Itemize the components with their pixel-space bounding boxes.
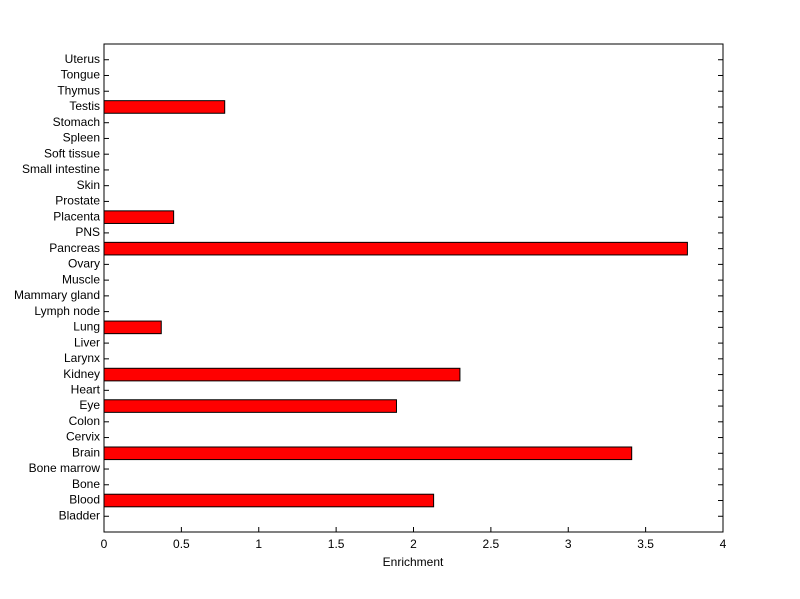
- y-tick-label: Soft tissue: [44, 146, 100, 160]
- y-tick-label: Colon: [69, 414, 100, 428]
- y-tick-label: Prostate: [55, 194, 100, 208]
- y-tick-label: Stomach: [53, 115, 100, 129]
- y-tick-label: Lung: [73, 320, 100, 334]
- y-tick-label: Heart: [71, 382, 101, 396]
- bar: [103, 399, 397, 413]
- y-tick-label: Liver: [74, 335, 100, 349]
- y-tick-label: Uterus: [65, 52, 100, 66]
- x-tick-label: 4: [720, 537, 727, 551]
- y-tick-label: PNS: [75, 225, 100, 239]
- y-tick-label: Pancreas: [49, 241, 100, 255]
- y-tick-label: Testis: [69, 99, 100, 113]
- y-tick-label: Placenta: [53, 209, 100, 223]
- y-tick-label: Spleen: [63, 131, 100, 145]
- x-tick-label: 3.5: [637, 537, 654, 551]
- y-tick-label: Brain: [72, 445, 100, 459]
- bar: [103, 241, 688, 256]
- y-tick-label: Larynx: [64, 351, 100, 365]
- y-tick-label: Cervix: [66, 430, 100, 444]
- y-tick-label: Small intestine: [22, 162, 100, 176]
- bar: [103, 320, 162, 335]
- y-tick-label: Bone marrow: [29, 461, 101, 475]
- y-tick-label: Bone: [72, 477, 100, 491]
- y-tick-label: Kidney: [63, 367, 100, 381]
- y-tick-label: Eye: [79, 398, 100, 412]
- x-tick-label: 2: [410, 537, 417, 551]
- y-tick-label: Skin: [77, 178, 100, 192]
- y-tick-label: Blood: [69, 493, 100, 507]
- x-tick-label: 0.5: [173, 537, 190, 551]
- bar: [103, 493, 435, 508]
- x-tick-label: 3: [565, 537, 572, 551]
- y-tick-label: Thymus: [57, 83, 100, 97]
- y-tick-label: Ovary: [68, 257, 100, 271]
- y-tick-label: Lymph node: [34, 304, 100, 318]
- x-tick-label: 2.5: [483, 537, 500, 551]
- bar: [103, 446, 633, 461]
- x-tick-label: 1.5: [328, 537, 345, 551]
- x-tick-label: 0: [101, 537, 108, 551]
- bar: [103, 100, 226, 114]
- y-tick-label: Bladder: [59, 508, 100, 522]
- bar: [103, 210, 175, 224]
- y-tick-label: Muscle: [62, 272, 100, 286]
- x-tick-label: 1: [255, 537, 262, 551]
- x-axis-label: Enrichment: [383, 555, 444, 569]
- y-tick-label: Tongue: [61, 68, 101, 82]
- y-tick-label: Mammary gland: [14, 288, 100, 302]
- bar: [103, 367, 461, 382]
